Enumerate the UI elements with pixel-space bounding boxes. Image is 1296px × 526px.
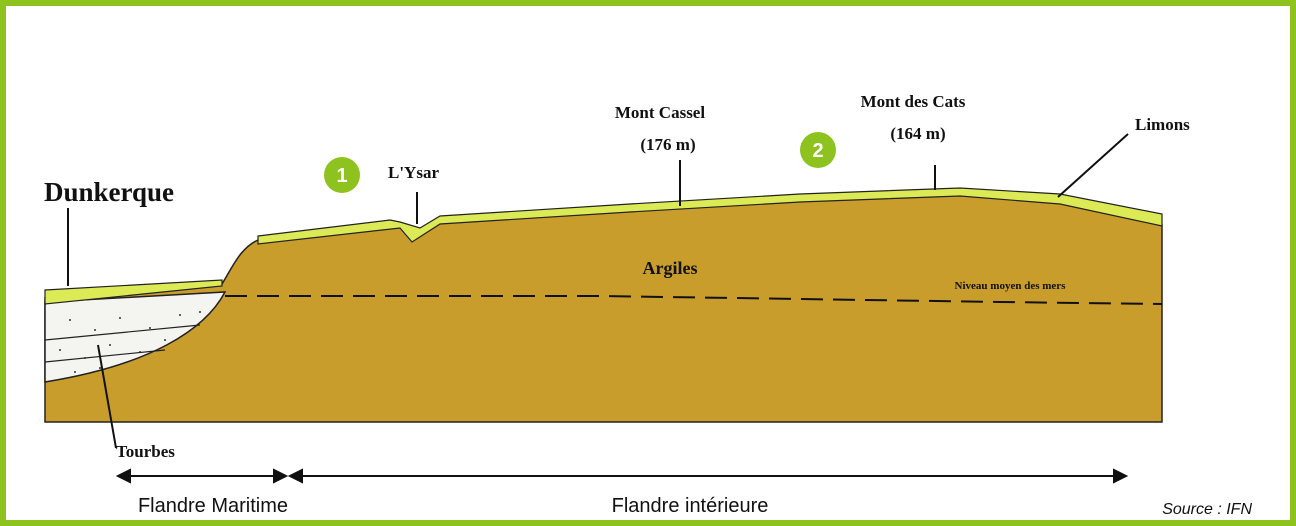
badge-label: 2 xyxy=(812,140,823,162)
label: Mont des Cats xyxy=(861,92,966,111)
region-label: Flandre intérieure xyxy=(612,495,769,517)
badge-label: 1 xyxy=(336,165,347,187)
label: L'Ysar xyxy=(388,163,439,182)
label: Limons xyxy=(1135,115,1190,134)
source: Source : IFN xyxy=(1162,501,1252,518)
region-label: Flandre Maritime xyxy=(138,495,288,517)
diagram: 1 2 Dunkerque L'Ysar Mont Cassel (176 m)… xyxy=(0,0,1296,526)
label: (176 m) xyxy=(640,135,695,154)
label: Dunkerque xyxy=(44,177,174,207)
label: (164 m) xyxy=(890,124,945,143)
label: Tourbes xyxy=(116,442,175,461)
label: Mont Cassel xyxy=(615,103,705,122)
label: Argiles xyxy=(643,258,698,278)
label: Niveau moyen des mers xyxy=(955,280,1067,292)
